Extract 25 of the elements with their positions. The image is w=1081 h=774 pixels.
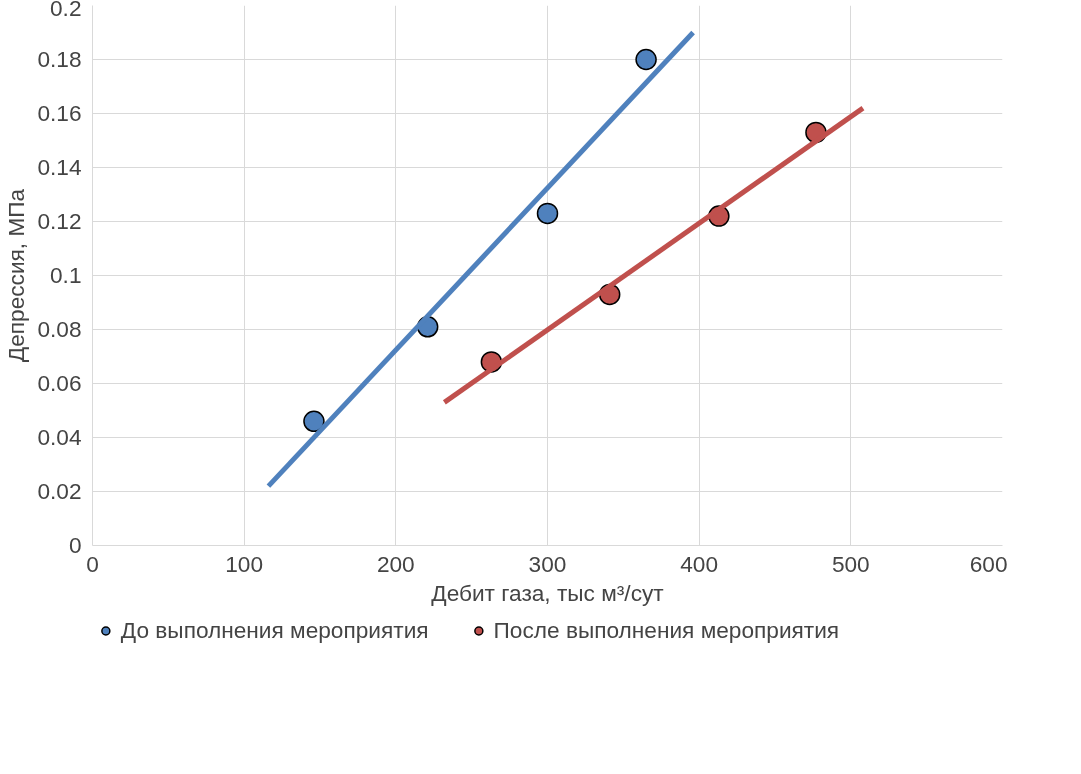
legend-label: До выполнения мероприятия [120, 616, 429, 644]
point [536, 202, 559, 225]
x-tick-label: 500 [831, 550, 870, 577]
y-tick-label: 0.14 [37, 154, 82, 180]
point [635, 48, 657, 71]
x-axis-title: Дебит газа, тыс м³/сут [431, 579, 664, 606]
y-tick-label: 0.08 [37, 316, 82, 342]
y-tick-label: 0.06 [37, 370, 82, 396]
y-axis-title: Депрессия, МПа [3, 188, 30, 363]
x-tick-label: 200 [376, 550, 415, 577]
y-tick-label: 0.12 [37, 208, 82, 234]
point [303, 410, 325, 433]
y-tick-label: 0.2 [50, 0, 82, 21]
y-tick-label: 0.1 [50, 262, 82, 288]
x-tick-label: 600 [969, 550, 1008, 577]
y-tick-label: 0.02 [37, 478, 82, 504]
y-tick-label: 0 [68, 532, 82, 558]
x-tick-label: 400 [680, 550, 719, 577]
legend-label: После выполнения мероприятия [493, 616, 840, 644]
x-tick-label: 100 [225, 550, 264, 577]
y-tick-label: 0.18 [37, 46, 82, 72]
x-tick-label: 300 [528, 550, 567, 577]
x-tick-label: 0 [86, 550, 99, 577]
y-tick-label: 0.16 [37, 100, 82, 126]
y-tick-label: 0.04 [37, 424, 82, 450]
